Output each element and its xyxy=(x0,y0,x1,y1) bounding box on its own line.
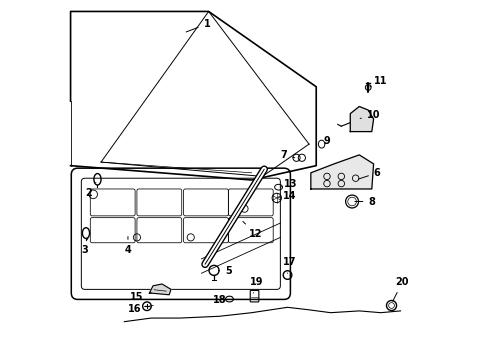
Text: 18: 18 xyxy=(212,295,226,305)
Text: 4: 4 xyxy=(124,237,131,255)
Text: 8: 8 xyxy=(354,197,374,207)
Text: 11: 11 xyxy=(369,76,386,87)
Text: 2: 2 xyxy=(85,182,96,198)
Text: 16: 16 xyxy=(128,304,145,314)
Text: 14: 14 xyxy=(278,191,295,201)
Text: 20: 20 xyxy=(392,277,408,301)
Text: 7: 7 xyxy=(280,150,294,160)
Text: 17: 17 xyxy=(282,257,295,273)
Polygon shape xyxy=(310,155,373,189)
Polygon shape xyxy=(149,284,171,295)
Text: 3: 3 xyxy=(81,238,88,255)
Text: 1: 1 xyxy=(186,19,210,32)
Circle shape xyxy=(365,85,370,90)
Polygon shape xyxy=(349,107,373,132)
Text: 13: 13 xyxy=(280,179,297,189)
Text: 19: 19 xyxy=(250,277,263,293)
Text: 9: 9 xyxy=(323,136,330,145)
Text: 6: 6 xyxy=(358,168,380,179)
Text: 15: 15 xyxy=(130,292,151,302)
Text: 10: 10 xyxy=(360,111,380,121)
Text: 5: 5 xyxy=(218,266,231,276)
Text: 12: 12 xyxy=(243,221,262,239)
